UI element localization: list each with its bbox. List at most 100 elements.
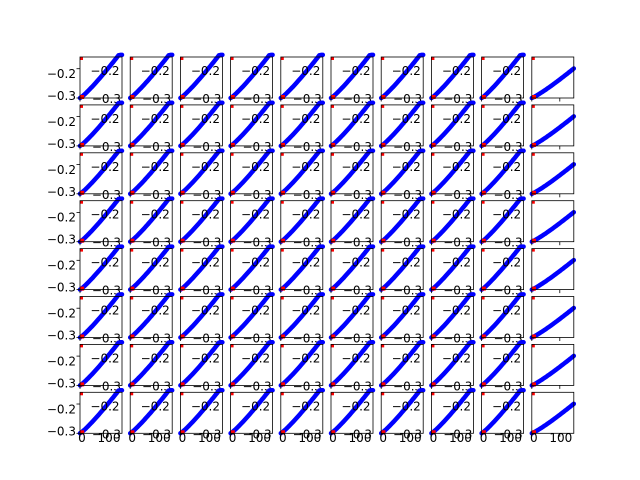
- series-main-line: [127, 292, 175, 340]
- subplot-panel: −0.2 −0.3: [429, 340, 476, 393]
- y-tick-label: −0.3: [47, 89, 76, 103]
- panel-overlay-label: −0.2: [291, 208, 320, 222]
- x-tick-label: 100: [248, 431, 271, 445]
- panel-frame: [330, 56, 374, 99]
- panel-overlay-label: −0.3: [493, 140, 522, 154]
- panel-overlay-label: −0.2: [341, 304, 370, 318]
- subplot-panel: −0.2 −0.3: [378, 340, 426, 393]
- panel-overlay-label: −0.3: [393, 332, 422, 346]
- subplot-panel: −0.2 −0.3: [378, 100, 426, 154]
- subplot-panel: −0.2 −0.3: [429, 52, 476, 106]
- panel-overlay-label: −0.3: [92, 379, 121, 393]
- series-main-line: [178, 100, 225, 149]
- panel-frame: [280, 343, 324, 386]
- series-marker-point: [180, 296, 184, 300]
- series-marker-point: [431, 392, 435, 396]
- series-main-line: [479, 196, 526, 244]
- panel-overlay-label: −0.2: [191, 256, 220, 270]
- series-main-line: [127, 100, 175, 149]
- subplot-panel: −0.2 −0.3: [378, 388, 426, 441]
- panel-frame: [430, 200, 474, 243]
- panel-overlay-label: −0.3: [293, 236, 322, 250]
- panel-overlay-label: −0.2: [241, 160, 270, 174]
- x-tick-label: 0: [329, 431, 337, 445]
- panel-overlay-label: −0.2: [492, 256, 521, 270]
- series-marker-point: [381, 200, 385, 204]
- panel-frame: [430, 56, 474, 99]
- series-main-line: [228, 292, 275, 340]
- panel-overlay-label: −0.2: [442, 351, 471, 365]
- panel-frame: [129, 248, 173, 291]
- subplot-panel: −0.2 −0.3: [76, 196, 125, 250]
- panel-overlay-label: −0.3: [192, 140, 221, 154]
- series-main-line: [278, 100, 326, 149]
- panel-background: [531, 392, 574, 434]
- series-marker-point: [180, 344, 184, 348]
- panel-overlay-label: −0.2: [241, 64, 270, 78]
- subplot-panel: −0.2 −0.3: [378, 292, 426, 346]
- panel-frame: [230, 104, 274, 147]
- panel-overlay-label: −0.2: [442, 304, 471, 318]
- series-main-line: [228, 244, 275, 292]
- series-main-line: [479, 52, 526, 101]
- panel-frame: [481, 391, 525, 434]
- panel-frame: [230, 343, 274, 386]
- panel-overlay-label: −0.3: [493, 92, 522, 106]
- series-marker-point: [130, 57, 134, 60]
- panel-overlay-label: −0.3: [242, 284, 271, 298]
- subplot-panel: −0.2 −0.3: [278, 244, 326, 298]
- series-main-line: [77, 388, 125, 436]
- subplot-panel: −0.2 −0.3: [429, 292, 476, 346]
- subplot-panel: −0.2 −0.3: [278, 340, 326, 393]
- panel-overlay-label: −0.2: [191, 208, 220, 222]
- series-marker-point: [431, 344, 435, 348]
- subplot-panel: −0.2 −0.3: [178, 340, 225, 393]
- panel-overlay-label: −0.2: [442, 208, 471, 222]
- panel-overlay-label: −0.2: [442, 399, 471, 413]
- panel-frame: [129, 104, 173, 147]
- series-main-line: [429, 148, 476, 197]
- panel-overlay-label: −0.3: [443, 332, 472, 346]
- series-main-line: [228, 196, 275, 244]
- panel-overlay-label: −0.3: [343, 427, 372, 441]
- series-marker-point: [331, 248, 334, 252]
- panel-frame: [481, 200, 525, 243]
- panel-frame: [481, 104, 525, 147]
- panel-overlay-label: −0.2: [291, 304, 320, 318]
- series-main-line: [178, 196, 225, 244]
- panel-overlay-label: −0.3: [242, 427, 271, 441]
- series-marker-point: [381, 104, 385, 108]
- panel-frame: [531, 248, 575, 291]
- series-marker-point: [481, 152, 485, 156]
- panel-frame: [230, 248, 274, 291]
- panel-overlay-label: −0.3: [142, 284, 171, 298]
- subplot-panel: −0.2 −0.3: [429, 196, 476, 250]
- subplot-panel: −0.2 −0.3: [479, 340, 526, 393]
- x-tick-label: 100: [399, 431, 422, 445]
- panel-background: [531, 57, 574, 98]
- series-main-line: [429, 244, 476, 292]
- subplot-panel: −0.2 −0.3: [127, 292, 175, 346]
- y-tick-label: −0.3: [47, 233, 76, 247]
- series-main-line: [429, 388, 476, 436]
- series-main-line: [378, 292, 426, 340]
- subplot-panel: −0.2 −0.3: [127, 100, 175, 154]
- panel-overlay-label: −0.2: [442, 64, 471, 78]
- subplot-panel: −0.2 −0.3: [378, 244, 426, 298]
- series-marker-point: [280, 57, 284, 60]
- panel-frame: [79, 343, 123, 386]
- panel-overlay-label: −0.3: [142, 140, 171, 154]
- series-marker-point: [180, 392, 184, 396]
- subplot-panel: −0.2 −0.3: [228, 148, 275, 202]
- panel-overlay-label: −0.2: [492, 112, 521, 126]
- subplot-panel: −0.2 −0.3: [178, 148, 225, 202]
- series-main-line: [529, 401, 577, 436]
- panel-overlay-label: −0.3: [192, 427, 221, 441]
- subplot-panel: −0.2 −0.3: [178, 244, 225, 298]
- panel-overlay-label: −0.2: [90, 399, 119, 413]
- series-main-line: [328, 292, 376, 340]
- subplot-panel: −0.2 −0.3: [228, 388, 275, 441]
- y-tick-label: −0.2: [47, 402, 76, 416]
- panel-frame: [481, 296, 525, 338]
- x-tick-label: 100: [198, 431, 221, 445]
